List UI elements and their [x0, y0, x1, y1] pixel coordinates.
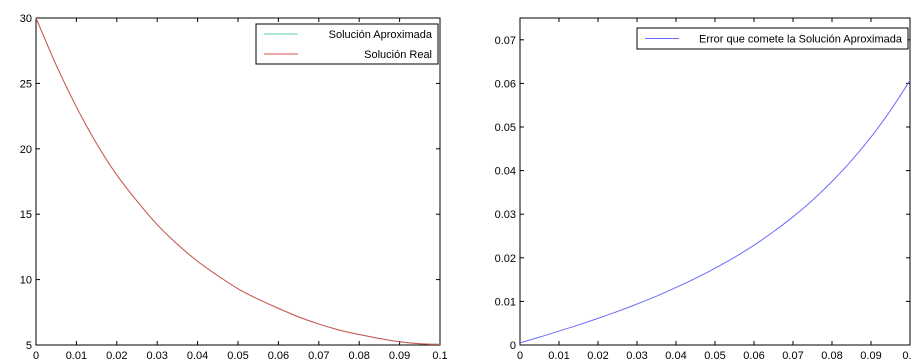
solution-chart: 0 0.01 0.02 0.03 0.04 0.05 0.06 0.07 0.08 0.09 0.1… — [20, 13, 448, 362]
x-tick-label: 0.08 — [821, 350, 842, 362]
x-tick-label: 0.01 — [66, 350, 87, 362]
legend-label: Solución Aproximada — [329, 29, 433, 41]
x-tick-label: 0 — [517, 350, 523, 362]
series-line-1 — [35, 17, 441, 345]
error-chart: 0 0.01 0.02 0.03 0.04 0.05 0.06 0.07 0.08 0.09 0.1… — [495, 17, 912, 362]
x-tick-label: 0.01 — [548, 350, 569, 362]
x-tick-label: 0.09 — [860, 350, 881, 362]
y-tick-label: 0.01 — [495, 296, 516, 308]
y-tick-label: 5 — [26, 340, 32, 352]
y-tick-label: 30 — [20, 13, 32, 25]
x-tick-label: 0.04 — [187, 350, 208, 362]
x-tick-label: 0.06 — [743, 350, 764, 362]
x-tick-label: 0.03 — [146, 350, 167, 362]
legend-box — [255, 23, 439, 65]
x-tick-label: 0.07 — [308, 350, 329, 362]
x-tick-label: 0.04 — [665, 350, 686, 362]
y-tick-label: 0.03 — [495, 209, 516, 221]
series-line-0 — [519, 80, 911, 344]
y-tick-label: 10 — [20, 275, 32, 287]
x-tick-label: 0.1 — [432, 350, 447, 362]
x-tick-label: 0.09 — [389, 350, 410, 362]
legend-box — [636, 27, 909, 50]
y-tick-label: 0.04 — [495, 166, 516, 178]
x-tick-label: 0.03 — [626, 350, 647, 362]
plot-area — [519, 17, 911, 346]
x-tick-label: 0 — [33, 350, 39, 362]
y-tick-label: 0.07 — [495, 35, 516, 47]
y-tick-label: 0.06 — [495, 78, 516, 90]
y-tick-label: 20 — [20, 144, 32, 156]
x-tick-label: 0.08 — [348, 350, 369, 362]
legend-label: Error que comete la Solución Aproximada — [699, 34, 903, 46]
x-tick-label: 0.05 — [704, 350, 725, 362]
legend-label: Solución Real — [364, 49, 432, 61]
x-tick-label: 0.02 — [106, 350, 127, 362]
x-tick-label: 0.07 — [782, 350, 803, 362]
x-tick-label: 0.02 — [587, 350, 608, 362]
y-tick-label: 15 — [20, 209, 32, 221]
y-tick-label: 0.05 — [495, 122, 516, 134]
y-tick-label: 25 — [20, 78, 32, 90]
x-tick-label: 0.05 — [227, 350, 248, 362]
y-tick-label: 0 — [510, 340, 516, 352]
x-tick-label: 0.06 — [268, 350, 289, 362]
y-tick-label: 0.02 — [495, 253, 516, 265]
plot-area — [35, 17, 441, 346]
x-tick-label: 0.1 — [902, 350, 912, 362]
